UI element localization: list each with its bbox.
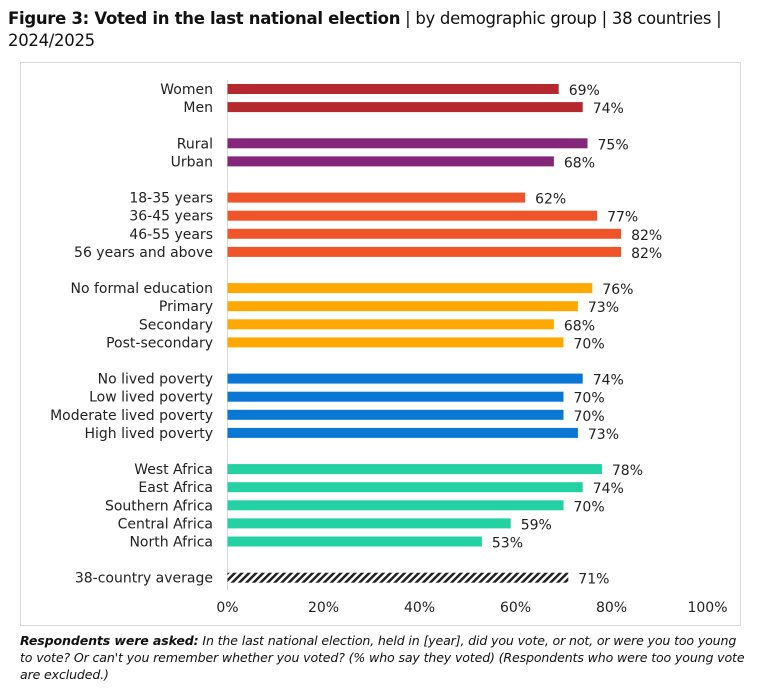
bar-west-africa — [227, 464, 602, 475]
bar-urban — [227, 156, 554, 167]
x-axis-ticks: 0% 20% 40% 60% 80% 100% — [216, 600, 727, 616]
chart-title-rest: | by demographic group | 38 countries | … — [8, 9, 722, 50]
value-label-north-africa: 53% — [492, 536, 523, 552]
category-label-southern-africa: Southern Africa — [105, 498, 213, 514]
category-label-low-lived-poverty: Low lived poverty — [89, 390, 213, 406]
bar-north-africa — [227, 536, 482, 547]
chart-title-bold: Figure 3: Voted in the last national ele… — [8, 9, 401, 28]
chart-frame — [20, 62, 741, 626]
category-label-primary: Primary — [159, 299, 213, 315]
category-label-no-formal-education: No formal education — [70, 281, 213, 297]
value-label-west-africa: 78% — [612, 463, 643, 479]
value-label-moderate-lived-poverty: 70% — [574, 409, 605, 425]
x-tick-label-5: 100% — [687, 600, 727, 616]
value-label-18-35-years: 62% — [535, 192, 566, 208]
bar-rural — [227, 138, 588, 149]
bar-low-lived-poverty — [227, 391, 564, 402]
category-label-56-years-and-above: 56 years and above — [74, 245, 213, 261]
bar-56-years-and-above — [227, 246, 622, 257]
x-tick-label-2: 40% — [404, 600, 435, 616]
value-label-women: 69% — [569, 83, 600, 99]
value-label-no-formal-education: 76% — [602, 282, 633, 298]
category-label-north-africa: North Africa — [129, 535, 213, 551]
category-label-moderate-lived-poverty: Moderate lived poverty — [50, 408, 213, 424]
category-label-46-55-years: 46-55 years — [129, 227, 213, 243]
value-label-post-secondary: 70% — [574, 336, 605, 352]
value-label-central-africa: 59% — [521, 517, 552, 533]
bar-18-35-years — [227, 192, 526, 203]
value-label-36-45-years: 77% — [607, 210, 638, 226]
value-label-no-lived-poverty: 74% — [593, 373, 624, 389]
value-label-46-55-years: 82% — [631, 228, 662, 244]
x-tick-label-4: 80% — [596, 600, 627, 616]
bar-no-lived-poverty — [227, 373, 583, 384]
x-tick-label-1: 20% — [308, 600, 339, 616]
category-label-post-secondary: Post-secondary — [106, 335, 213, 351]
bar-46-55-years — [227, 228, 622, 239]
bar-secondary — [227, 319, 554, 330]
category-label-central-africa: Central Africa — [118, 516, 213, 532]
bar-primary — [227, 301, 578, 312]
category-label-rural: Rural — [177, 136, 213, 152]
footnote: Respondents were asked: In the last nati… — [20, 632, 750, 683]
footnote-bold: Respondents were asked: — [20, 633, 199, 648]
value-label-secondary: 68% — [564, 318, 595, 334]
x-tick-label-0: 0% — [216, 600, 238, 616]
category-label-18-35-years: 18-35 years — [129, 191, 213, 207]
category-label-urban: Urban — [171, 154, 213, 170]
bar-post-secondary — [227, 337, 564, 348]
bar-moderate-lived-poverty — [227, 409, 564, 420]
category-label-west-africa: West Africa — [134, 462, 213, 478]
value-label-high-lived-poverty: 73% — [588, 427, 619, 443]
value-label-urban: 68% — [564, 155, 595, 171]
value-label-men: 74% — [593, 101, 624, 117]
chart-title: Figure 3: Voted in the last national ele… — [8, 8, 758, 52]
value-label-56-years-and-above: 82% — [631, 246, 662, 262]
category-label-no-lived-poverty: No lived poverty — [98, 372, 213, 388]
value-label-low-lived-poverty: 70% — [574, 391, 605, 407]
value-label-east-africa: 74% — [593, 481, 624, 497]
value-label-southern-africa: 70% — [574, 499, 605, 515]
bar-men — [227, 102, 583, 113]
category-label-36-45-years: 36-45 years — [129, 209, 213, 225]
bar-women — [227, 84, 559, 94]
category-label-east-africa: East Africa — [138, 480, 213, 496]
value-label-38-country-average: 71% — [578, 572, 609, 588]
category-label-high-lived-poverty: High lived poverty — [84, 426, 213, 442]
value-label-rural: 75% — [598, 137, 629, 153]
value-label-primary: 73% — [588, 300, 619, 316]
category-label-women: Women — [160, 82, 213, 98]
bar-southern-africa — [227, 500, 564, 511]
category-label-38-country-average: 38-country average — [75, 571, 213, 587]
bar-38-country-average — [227, 572, 569, 583]
bar-no-formal-education — [227, 283, 593, 294]
bar-central-africa — [227, 518, 511, 529]
bar-36-45-years — [227, 210, 598, 221]
bar-east-africa — [227, 482, 583, 493]
x-tick-label-3: 60% — [500, 600, 531, 616]
category-label-secondary: Secondary — [139, 317, 213, 333]
bar-high-lived-poverty — [227, 427, 578, 438]
bars-layer: Women 69% Men 74% Rural 75% Urban 68% 18-35 year… — [50, 82, 662, 588]
footnote-text: In the last national election, held in [… — [20, 633, 745, 682]
category-label-men: Men — [183, 100, 213, 116]
